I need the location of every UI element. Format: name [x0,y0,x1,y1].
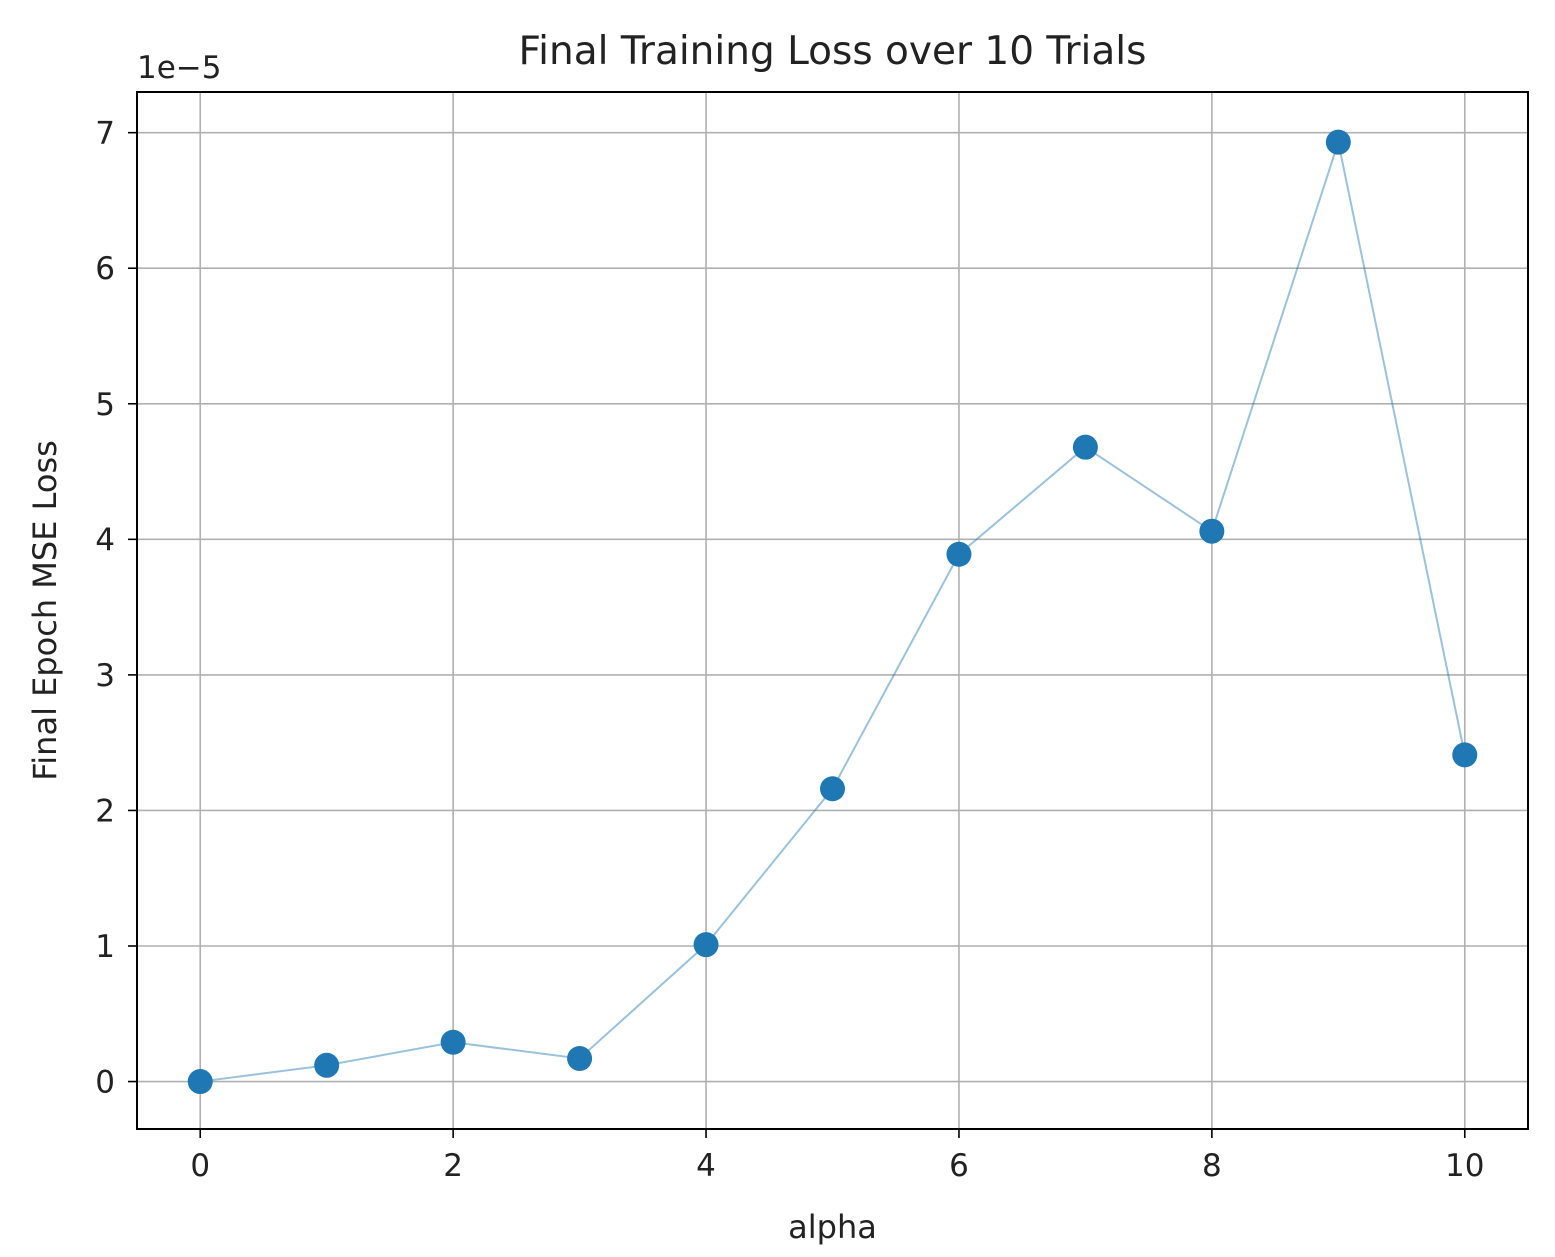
plot-frame [136,91,1529,1130]
y-tick-label: 4 [95,522,115,558]
data-point [567,1046,593,1072]
x-tick-label: 2 [443,1148,463,1184]
data-point [440,1029,466,1055]
y-tick-label: 6 [95,251,115,287]
x-axis-label: alpha [788,1208,877,1246]
y-tick-label: 0 [95,1065,115,1101]
data-point [314,1052,340,1078]
data-point [1452,742,1478,768]
y-tick-label: 5 [95,387,115,423]
y-axis-offset-label: 1e−5 [137,50,222,86]
data-point [693,932,719,958]
data-point [187,1069,213,1095]
data-point [1325,129,1351,155]
y-tick-label: 7 [95,116,115,152]
grid [137,92,1528,1129]
data-point [1199,518,1225,544]
x-tick-label: 6 [949,1148,969,1184]
series [187,129,1478,1095]
y-tick-label: 3 [95,658,115,694]
x-tick-label: 4 [696,1148,716,1184]
x-tick-label: 8 [1202,1148,1222,1184]
data-point [1072,434,1098,460]
x-tick-label: 0 [190,1148,210,1184]
y-tick-label: 1 [95,929,115,965]
y-tick-label: 2 [95,793,115,829]
data-point [946,541,972,567]
y-axis-label: Final Epoch MSE Loss [26,440,64,781]
chart-title: Final Training Loss over 10 Trials [519,29,1147,74]
x-tick-label: 10 [1445,1148,1484,1184]
axis-ticks: 0 2 4 6 8 10 0 1 2 3 4 5 6 7 [95,116,1484,1184]
data-point [820,776,845,802]
